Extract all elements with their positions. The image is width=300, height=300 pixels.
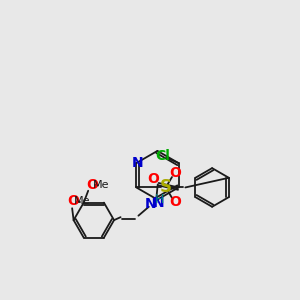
Text: N: N — [145, 197, 156, 211]
Text: N: N — [153, 196, 165, 210]
Text: O: O — [147, 172, 159, 185]
Text: Me: Me — [74, 196, 91, 206]
Text: N: N — [132, 156, 144, 170]
Text: O: O — [86, 178, 98, 192]
Text: H: H — [154, 193, 164, 206]
Text: O: O — [169, 195, 181, 209]
Text: S: S — [160, 178, 172, 196]
Text: O: O — [68, 194, 80, 208]
Text: Me: Me — [93, 180, 109, 190]
Text: O: O — [169, 166, 181, 180]
Text: Cl: Cl — [155, 148, 170, 163]
